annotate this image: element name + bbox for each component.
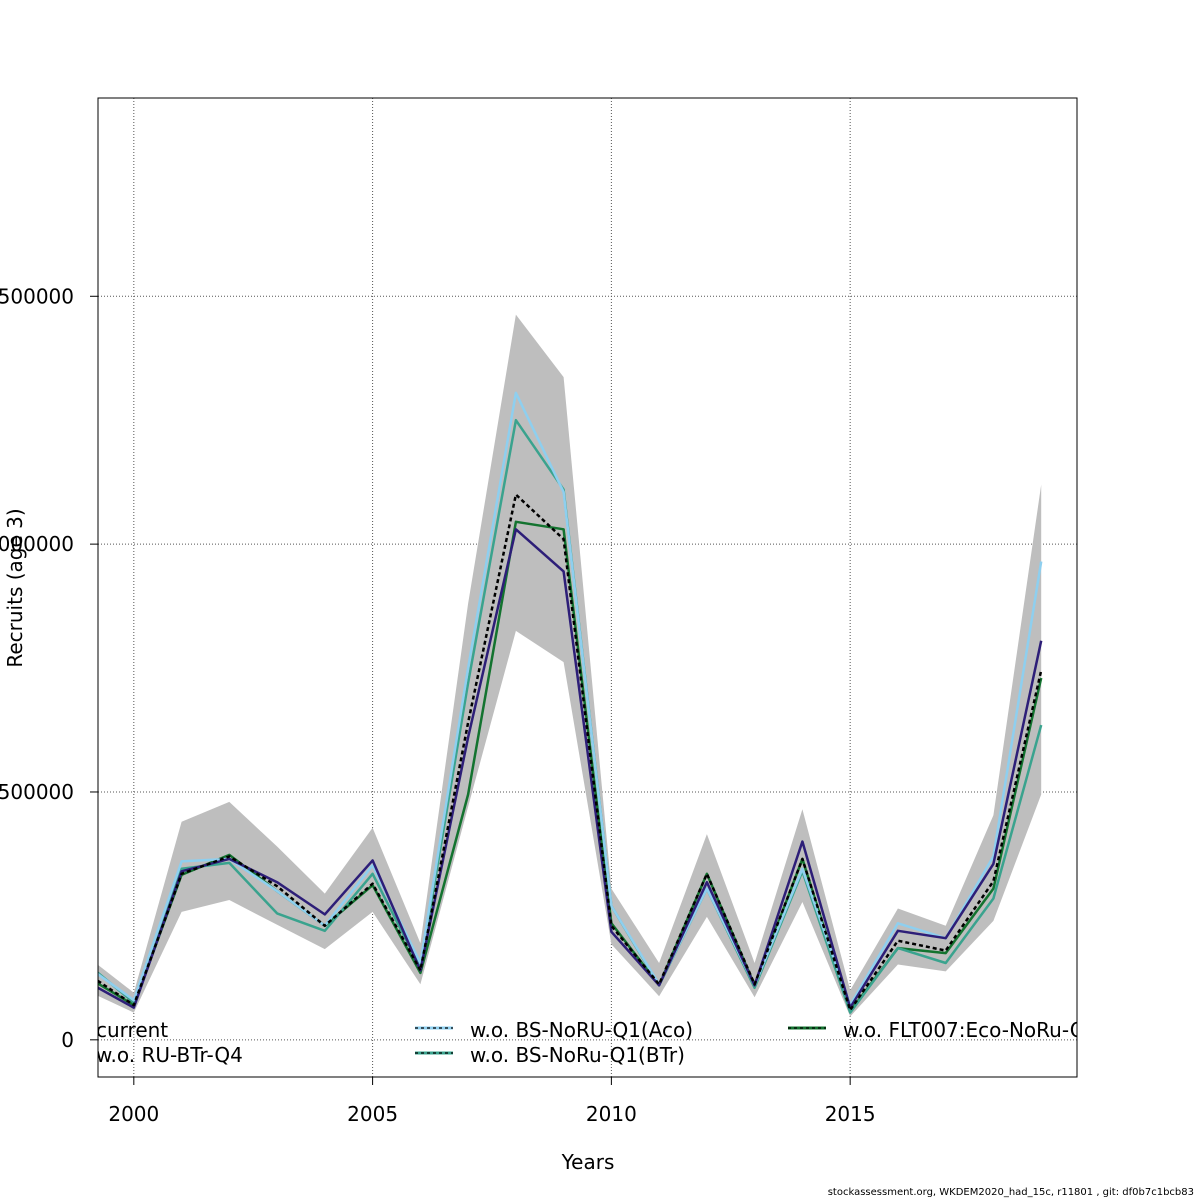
y-tick-label: 1000000 <box>0 532 74 556</box>
x-axis-label: Years <box>561 1150 615 1174</box>
legend-label: w.o. FLT007:Eco-NoRu-Q1 <box>843 1018 1098 1042</box>
y-axis-label: Recruits (age 3) <box>3 508 27 667</box>
x-tick-label: 2010 <box>586 1102 637 1126</box>
confidence-band-layer <box>98 314 1042 1017</box>
x-tick-label: 2015 <box>825 1102 876 1126</box>
confidence-band <box>98 314 1042 1017</box>
plot-frame <box>97 97 1078 1078</box>
y-tick-label: 0 <box>61 1028 74 1052</box>
y-axis-ticks: 0 500000 1000000 1500000 <box>0 284 98 1052</box>
legend-label: current <box>96 1018 168 1042</box>
legend-label: w.o. BS-NoRU-Q1(Aco) <box>470 1018 693 1042</box>
x-axis-ticks: 2000 2005 2010 2015 <box>108 1077 876 1126</box>
x-tick-label: 2005 <box>347 1102 398 1126</box>
footer-credit: stockassessment.org, WKDEM2020_had_15c, … <box>827 1187 1194 1198</box>
legend-label: w.o. BS-NoRu-Q1(BTr) <box>470 1043 685 1067</box>
y-tick-label: 1500000 <box>0 284 74 308</box>
y-tick-label: 500000 <box>0 780 74 804</box>
x-tick-label: 2000 <box>108 1102 159 1126</box>
series-line-w-o-bs-noru-q1-aco <box>98 391 1043 1007</box>
series-lines-layer <box>98 391 1043 1014</box>
legend-label: w.o. RU-BTr-Q4 <box>96 1043 243 1067</box>
series-line-current <box>98 493 1043 1012</box>
